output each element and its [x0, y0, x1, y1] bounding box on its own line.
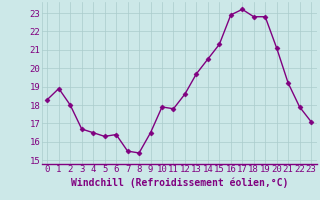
X-axis label: Windchill (Refroidissement éolien,°C): Windchill (Refroidissement éolien,°C) [70, 177, 288, 188]
